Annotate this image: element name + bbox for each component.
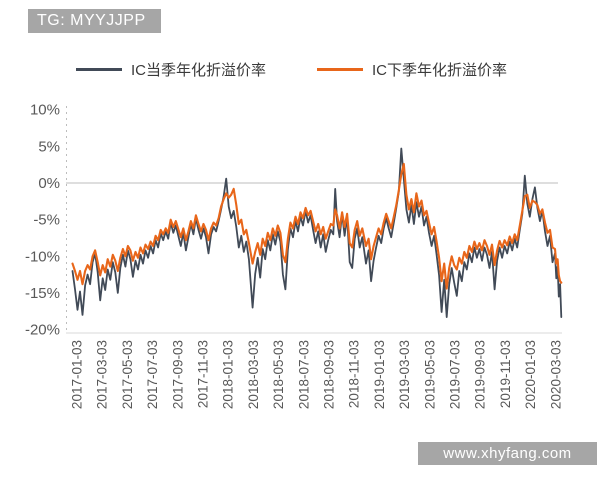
watermark-bottom-right: www.xhyfang.com [418, 442, 597, 465]
y-tick-label: -5% [33, 212, 60, 229]
legend-label-next-quarter: IC下季年化折溢价率 [372, 61, 508, 79]
series-line-next-quarter [71, 162, 563, 290]
legend-item-current-quarter: IC当季年化折溢价率 [76, 58, 266, 80]
y-tick-label: -10% [25, 248, 60, 265]
x-tick-label: 2019-07-03 [448, 340, 463, 409]
legend-label-current-quarter: IC当季年化折溢价率 [131, 61, 267, 79]
x-tick-label: 2019-09-03 [473, 340, 488, 409]
x-tick-label: 2019-03-03 [397, 340, 412, 409]
legend-line-swatch-dark [76, 67, 122, 71]
x-tick-label: 2019-01-03 [372, 340, 387, 409]
legend-line-swatch-orange [317, 67, 363, 71]
x-tick-label: 2020-01-03 [523, 340, 538, 409]
x-tick-label: 2019-05-03 [422, 340, 437, 409]
x-tick-label: 2017-07-03 [145, 340, 160, 409]
y-tick-label: 5% [38, 138, 60, 155]
legend-item-next-quarter: IC下季年化折溢价率 [317, 58, 507, 80]
x-tick-label: 2018-07-03 [296, 340, 311, 409]
x-tick-label: 2017-01-03 [70, 340, 85, 409]
x-tick-label: 2018-03-03 [246, 340, 261, 409]
x-tick-label: 2018-01-03 [221, 340, 236, 409]
y-tick-label: 0% [38, 175, 60, 192]
x-tick-label: 2017-11-03 [196, 340, 211, 408]
y-tick-label: -15% [25, 285, 60, 302]
x-tick-label: 2017-03-03 [95, 340, 110, 409]
watermark-top-left: TG: MYYJJPP [28, 9, 161, 33]
x-tick-label: 2018-09-03 [322, 340, 337, 409]
x-tick-label: 2020-03-03 [548, 340, 563, 409]
x-tick-label: 2018-11-03 [347, 340, 362, 408]
x-tick-label: 2019-11-03 [498, 340, 513, 408]
x-tick-label: 2017-05-03 [120, 340, 135, 409]
series-line-current-quarter [71, 147, 563, 319]
x-tick-label: 2018-05-03 [271, 340, 286, 409]
y-tick-label: -20% [25, 322, 60, 339]
chart-legend: IC当季年化折溢价率 IC下季年化折溢价率 [0, 58, 600, 80]
y-tick-label: 10% [30, 102, 60, 119]
x-tick-label: 2017-09-03 [170, 340, 185, 409]
